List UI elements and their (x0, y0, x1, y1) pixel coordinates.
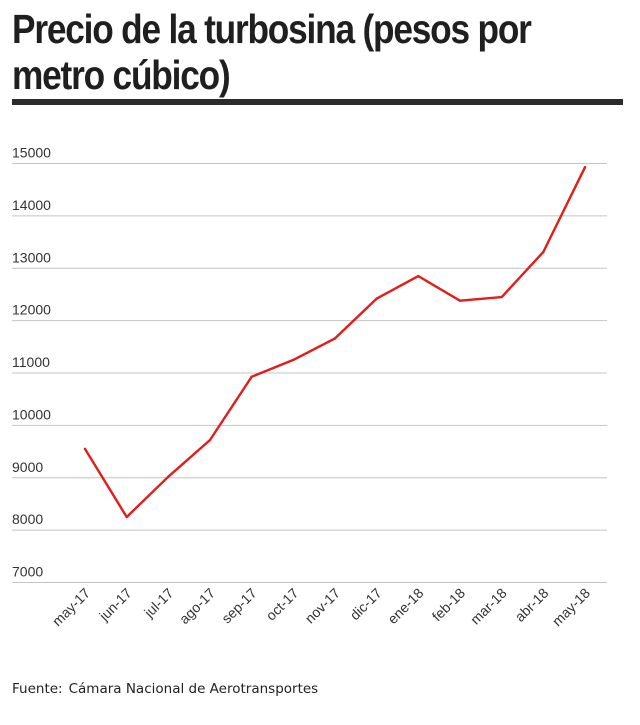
y-tick-label: 15000 (12, 145, 51, 161)
x-tick-label: sep-17 (218, 585, 260, 627)
data-point (208, 438, 212, 442)
source-note: Fuente: Cámara Nacional de Aerotransporte… (12, 681, 318, 697)
data-point (125, 515, 128, 519)
y-tick-label: 14000 (12, 197, 51, 213)
y-tick-label: 9000 (12, 459, 43, 475)
x-tick-label: may-17 (49, 585, 93, 629)
chart-title: Precio de la turbosina (pesos por metro … (12, 6, 532, 98)
series-layer (83, 165, 587, 519)
y-tick-label: 7000 (12, 564, 43, 580)
data-point (417, 274, 420, 278)
x-tick-label: ago-17 (176, 585, 218, 627)
data-point (583, 165, 587, 169)
data-point (542, 250, 545, 254)
x-tick-label: may-18 (549, 585, 593, 629)
x-tick-label: jul-17 (140, 585, 176, 621)
y-tick-label: 11000 (12, 354, 50, 370)
y-tick-label: 8000 (12, 511, 43, 527)
source-label: Fuente: (12, 681, 63, 697)
series-line (83, 165, 587, 519)
data-point (375, 297, 378, 300)
gridlines (12, 163, 607, 583)
data-point (83, 447, 87, 451)
x-tick-label: abr-18 (512, 585, 552, 625)
data-point (500, 295, 503, 299)
x-tick-label: dic-17 (347, 585, 385, 623)
x-tick-label: ene-18 (384, 585, 426, 627)
x-tick-label: oct-17 (263, 585, 302, 624)
data-point (458, 299, 462, 302)
y-tick-label: 13000 (12, 249, 51, 265)
y-axis-tick-labels: 7000 8000 9000 10000 11000 12000 13000 14000 150… (12, 145, 51, 580)
data-point (292, 358, 295, 362)
source-text: Cámara Nacional de Aerotransportes (68, 681, 319, 697)
data-point (167, 475, 170, 478)
y-tick-label: 12000 (12, 302, 51, 318)
x-axis-tick-labels: may-17 jun-17 jul-17 ago-17 sep-17 oct-17 nov-… (49, 585, 593, 629)
y-tick-label: 10000 (12, 406, 51, 422)
data-point (250, 375, 253, 378)
x-tick-label: jun-17 (95, 585, 135, 625)
x-tick-label: mar-18 (467, 585, 510, 628)
x-tick-label: nov-17 (302, 585, 344, 627)
x-tick-label: feb-18 (429, 585, 469, 625)
title-rule (12, 99, 623, 105)
data-point (333, 337, 337, 340)
